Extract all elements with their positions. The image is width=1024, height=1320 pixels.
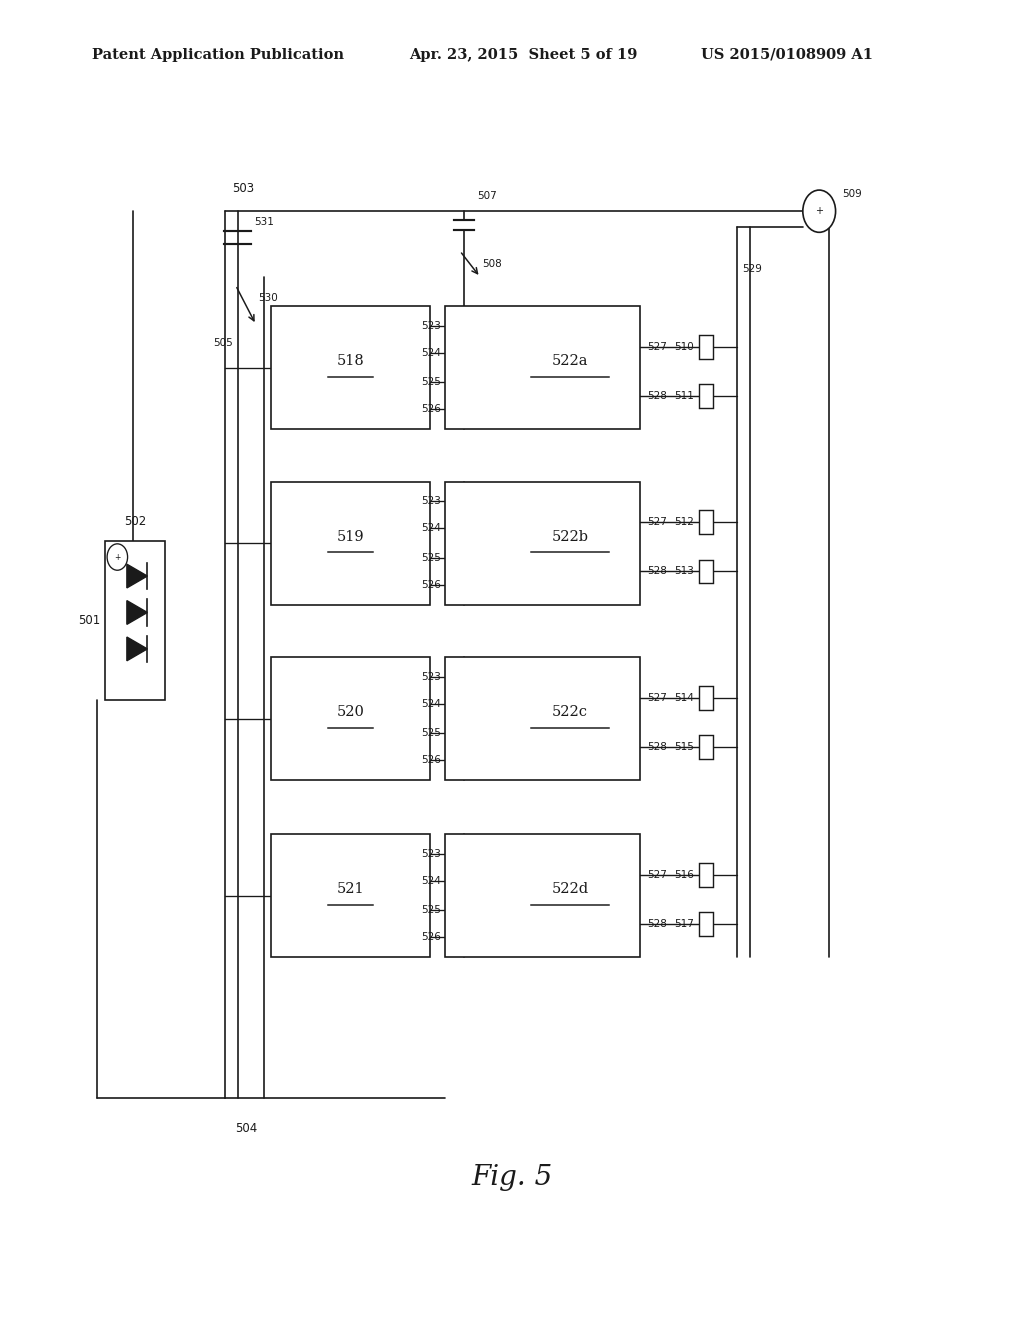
Text: 528: 528 [647, 742, 667, 752]
Text: 504: 504 [236, 1122, 258, 1135]
Text: 517: 517 [675, 919, 694, 929]
Text: 529: 529 [742, 264, 762, 275]
Bar [271, 834, 430, 957]
Text: 510: 510 [675, 342, 694, 351]
Text: 523: 523 [422, 672, 441, 682]
Circle shape [108, 544, 128, 570]
Text: 526: 526 [422, 932, 441, 942]
Text: Patent Application Publication: Patent Application Publication [92, 48, 344, 62]
Bar [271, 306, 430, 429]
Text: 524: 524 [422, 524, 441, 533]
Bar [445, 657, 640, 780]
Text: 509: 509 [842, 189, 861, 199]
Text: 522a: 522a [552, 354, 588, 368]
Text: 530: 530 [258, 293, 278, 304]
Text: 527: 527 [647, 342, 667, 351]
Text: 502: 502 [124, 515, 146, 528]
Text: 513: 513 [675, 566, 694, 577]
Circle shape [803, 190, 836, 232]
Text: 522b: 522b [552, 529, 589, 544]
Text: 515: 515 [675, 742, 694, 752]
Text: 505: 505 [213, 338, 232, 348]
Text: 531: 531 [254, 216, 273, 227]
Text: US 2015/0108909 A1: US 2015/0108909 A1 [701, 48, 873, 62]
Text: 526: 526 [422, 579, 441, 590]
Text: Apr. 23, 2015  Sheet 5 of 19: Apr. 23, 2015 Sheet 5 of 19 [410, 48, 638, 62]
Text: 514: 514 [675, 693, 694, 702]
Bar [699, 511, 713, 535]
Text: 503: 503 [232, 182, 255, 195]
Bar [699, 686, 713, 710]
Text: 516: 516 [675, 870, 694, 879]
Text: 526: 526 [422, 755, 441, 766]
Text: 528: 528 [647, 566, 667, 577]
Text: 527: 527 [647, 870, 667, 879]
Polygon shape [127, 564, 147, 587]
Text: 522d: 522d [551, 882, 589, 896]
Bar [699, 560, 713, 583]
Text: +: + [114, 553, 121, 561]
Bar [271, 482, 430, 605]
Text: 524: 524 [422, 348, 441, 358]
Text: 525: 525 [422, 729, 441, 738]
Text: 506: 506 [272, 325, 292, 335]
Bar [445, 834, 640, 957]
Text: 519: 519 [337, 529, 365, 544]
Text: 511: 511 [675, 391, 694, 401]
Bar [445, 306, 640, 429]
Text: 527: 527 [647, 693, 667, 702]
Text: 520: 520 [337, 705, 365, 719]
Text: 528: 528 [647, 391, 667, 401]
Bar [271, 657, 430, 780]
Text: 528: 528 [647, 919, 667, 929]
Bar [699, 912, 713, 936]
Bar [445, 482, 640, 605]
Bar [699, 863, 713, 887]
Text: 523: 523 [422, 496, 441, 507]
Text: 522c: 522c [552, 705, 588, 719]
Text: 512: 512 [675, 517, 694, 527]
Text: 518: 518 [337, 354, 365, 368]
Text: 501: 501 [78, 614, 100, 627]
Text: 525: 525 [422, 378, 441, 387]
Text: 525: 525 [422, 553, 441, 562]
Bar [699, 335, 713, 359]
Text: +: + [815, 206, 823, 216]
Text: Fig. 5: Fig. 5 [471, 1164, 553, 1191]
Polygon shape [127, 638, 147, 661]
Text: 524: 524 [422, 876, 441, 886]
Text: 527: 527 [647, 517, 667, 527]
Bar [105, 541, 165, 700]
Text: 521: 521 [337, 882, 365, 896]
Text: 525: 525 [422, 906, 441, 915]
Text: 507: 507 [477, 190, 497, 201]
Bar [699, 384, 713, 408]
Text: 523: 523 [422, 321, 441, 331]
Text: 526: 526 [422, 404, 441, 414]
Text: 508: 508 [482, 259, 502, 269]
Text: 523: 523 [422, 849, 441, 859]
Polygon shape [127, 601, 147, 624]
Text: 524: 524 [422, 700, 441, 709]
Bar [699, 735, 713, 759]
